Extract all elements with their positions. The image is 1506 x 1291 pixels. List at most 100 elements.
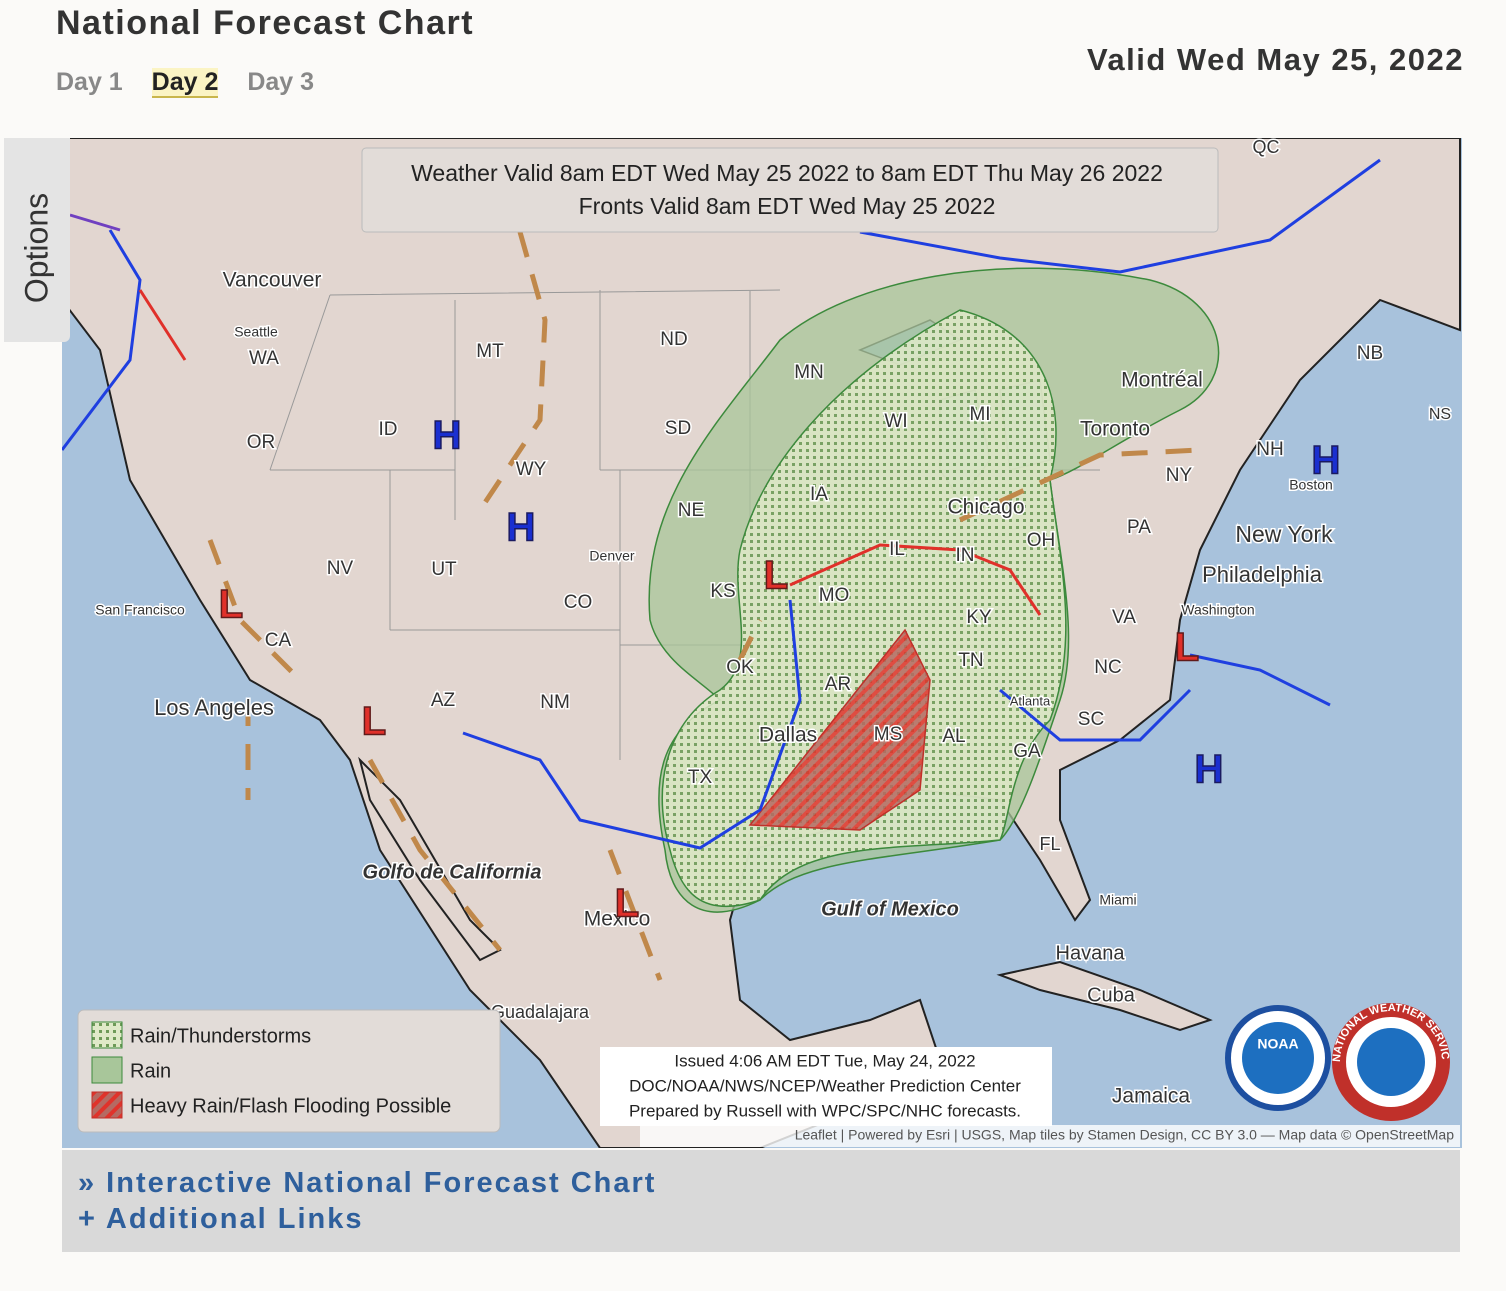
map-label: San Francisco (95, 602, 185, 618)
map-label: IA (810, 484, 828, 505)
legend-swatch (91, 1056, 123, 1084)
pressure-center: L (764, 554, 788, 598)
map-label: ND (660, 329, 687, 350)
map-label: Toronto (1080, 418, 1150, 441)
map-label: Miami (1099, 892, 1136, 908)
map-label: MT (476, 341, 504, 362)
map-label: SD (665, 418, 691, 439)
legend-swatch (91, 1021, 123, 1049)
day-tab[interactable]: Day 2 (151, 68, 219, 98)
pressure-center: L (362, 700, 386, 744)
troughs (207, 231, 1201, 981)
map-label: PA (1127, 517, 1151, 538)
banner-line: Weather Valid 8am EDT Wed May 25 2022 to… (411, 160, 1163, 186)
map-label: OK (726, 657, 754, 678)
map-label: MS (874, 724, 903, 745)
map-label: Jamaica (1112, 1085, 1191, 1108)
map-label: Chicago (947, 496, 1024, 519)
map-label: WA (249, 348, 279, 369)
map-label: Vancouver (223, 269, 322, 292)
map-label: TN (958, 650, 983, 671)
map-label: OR (247, 432, 276, 453)
legend-label: Rain (130, 1060, 171, 1082)
map-label: AL (942, 726, 965, 747)
map-label: QC (1253, 137, 1280, 157)
map-labels: Vancouver Seattle WA OR ID MT ND MN SD WY NE IA WI MI… (94, 137, 1453, 1109)
map-label: KS (710, 581, 735, 602)
map-label: OH (1027, 530, 1056, 551)
map-attribution[interactable]: Leaflet | Powered by Esri | USGS, Map ti… (795, 1127, 1455, 1143)
map-label: Denver (589, 548, 634, 564)
map-label: Washington (1181, 602, 1254, 618)
pressure-center: L (1175, 626, 1199, 670)
banner-line: Fronts Valid 8am EDT Wed May 25 2022 (579, 193, 996, 219)
fronts (62, 158, 1381, 850)
noaa-logo-text: NOAA (1257, 1036, 1298, 1052)
map-label: NM (540, 692, 570, 713)
map-label: CA (265, 630, 292, 651)
day-tab[interactable]: Day 3 (247, 68, 315, 96)
map-label: Los Angeles (154, 695, 274, 720)
legend: Rain/Thunderstorms Rain Heavy Rain/Flash… (77, 1009, 501, 1133)
map-label: Mexico (584, 908, 651, 931)
map-label: MO (819, 585, 850, 606)
map-label: WI (884, 411, 907, 432)
options-tab[interactable]: Options (4, 138, 70, 342)
issued-line: DOC/NOAA/NWS/NCEP/Weather Prediction Cen… (629, 1076, 1021, 1095)
map-label: New York (1235, 521, 1333, 547)
legend-label: Rain/Thunderstorms (130, 1025, 311, 1047)
map-label: Boston (1289, 477, 1333, 493)
valid-date: Valid Wed May 25, 2022 (1086, 42, 1464, 77)
map-label: MN (794, 362, 824, 383)
pressure-center: L (615, 882, 639, 926)
map-label: UT (431, 559, 457, 580)
options-label: Options (18, 192, 55, 304)
legend-swatch (91, 1091, 123, 1119)
map-label: Philadelphia (1202, 562, 1323, 587)
map-label: Seattle (234, 324, 278, 340)
legend-label: Heavy Rain/Flash Flooding Possible (130, 1095, 451, 1117)
valid-banner (361, 147, 1219, 233)
pressure-center: H (507, 506, 536, 550)
forecast-link[interactable]: » Interactive National Forecast Chart (78, 1167, 657, 1199)
pressure-center: H (433, 414, 462, 458)
map-label: VA (1112, 607, 1136, 628)
map-label: Dallas (759, 724, 817, 747)
additional-links[interactable]: + Additional Links (78, 1203, 364, 1235)
day-tabs: Day 1 Day 2 Day 3 (56, 68, 336, 98)
cuba (996, 960, 1213, 1032)
map-label: AR (825, 674, 851, 695)
issued-line: Prepared by Russell with WPC/SPC/NHC for… (629, 1101, 1021, 1120)
map-label: NC (1094, 657, 1121, 678)
day-tab[interactable]: Day 1 (56, 68, 123, 96)
noaa-logo-inner (1242, 1022, 1314, 1094)
thunderstorm-area (661, 309, 1067, 907)
map-label: TX (688, 767, 713, 788)
pressure-center: H (1312, 439, 1341, 483)
issued-box: Issued 4:06 AM EDT Tue, May 24, 2022 DOC… (600, 1047, 1052, 1126)
map-label: SC (1078, 709, 1104, 730)
map-label: Cuba (1087, 984, 1136, 1006)
flood-risk-area (748, 628, 931, 831)
map-label: AZ (431, 690, 456, 711)
map-label: MI (969, 404, 990, 425)
map-label: NB (1357, 343, 1383, 364)
attribution-background (640, 1125, 1460, 1147)
map-label: KY (966, 607, 992, 628)
pressure-centers: H H H H L L L L L (218, 413, 1341, 927)
legend-box (77, 1009, 501, 1133)
map-label: Golfo de California (363, 861, 542, 883)
map-label: NV (327, 558, 354, 579)
map-layers: Vancouver Seattle WA OR ID MT ND MN SD WY NE IA WI MI… (62, 137, 1462, 1148)
pressure-center: H (1195, 748, 1224, 792)
map-label: Havana (1056, 942, 1126, 964)
map-label: IN (956, 545, 975, 566)
map-label: ID (379, 419, 398, 440)
map-label: NS (1429, 406, 1451, 423)
links-panel: » Interactive National Forecast Chart + … (62, 1150, 1460, 1252)
map-label: FL (1039, 834, 1060, 854)
issued-background (600, 1047, 1052, 1126)
nws-logo-inner (1357, 1028, 1425, 1096)
